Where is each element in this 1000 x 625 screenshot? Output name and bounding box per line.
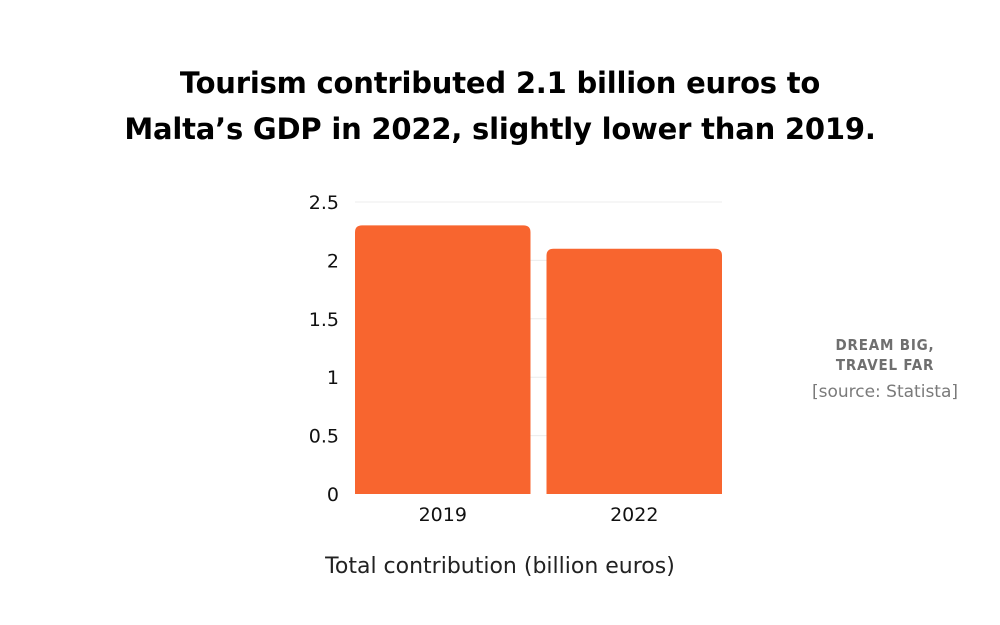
chart-title-line-1: Tourism contributed 2.1 billion euros to bbox=[179, 66, 821, 100]
x-axis-title: Total contribution (billion euros) bbox=[324, 554, 675, 579]
chart-title-line-2: Malta’s GDP in 2022, slightly lower than… bbox=[124, 112, 876, 146]
brand-block: DREAM BIG, TRAVEL FAR [source: Statista] bbox=[800, 335, 970, 404]
y-tick-label: 2 bbox=[327, 250, 339, 272]
brand-line-2: TRAVEL FAR bbox=[835, 356, 935, 374]
y-tick-label: 2.5 bbox=[309, 192, 339, 214]
x-tick-label: 2019 bbox=[419, 504, 467, 526]
y-tick-label: 0 bbox=[327, 484, 339, 506]
chart-title: Tourism contributed 2.1 billion euros to… bbox=[0, 60, 1000, 152]
y-tick-label: 1.5 bbox=[309, 309, 339, 331]
x-tick-label: 2022 bbox=[610, 504, 658, 526]
brand-line-1: DREAM BIG, bbox=[835, 336, 935, 354]
y-tick-label: 0.5 bbox=[309, 426, 339, 448]
source-note: [source: Statista] bbox=[811, 382, 959, 402]
bar bbox=[546, 248, 722, 494]
y-tick-label: 1 bbox=[327, 367, 339, 389]
bar bbox=[355, 225, 531, 495]
